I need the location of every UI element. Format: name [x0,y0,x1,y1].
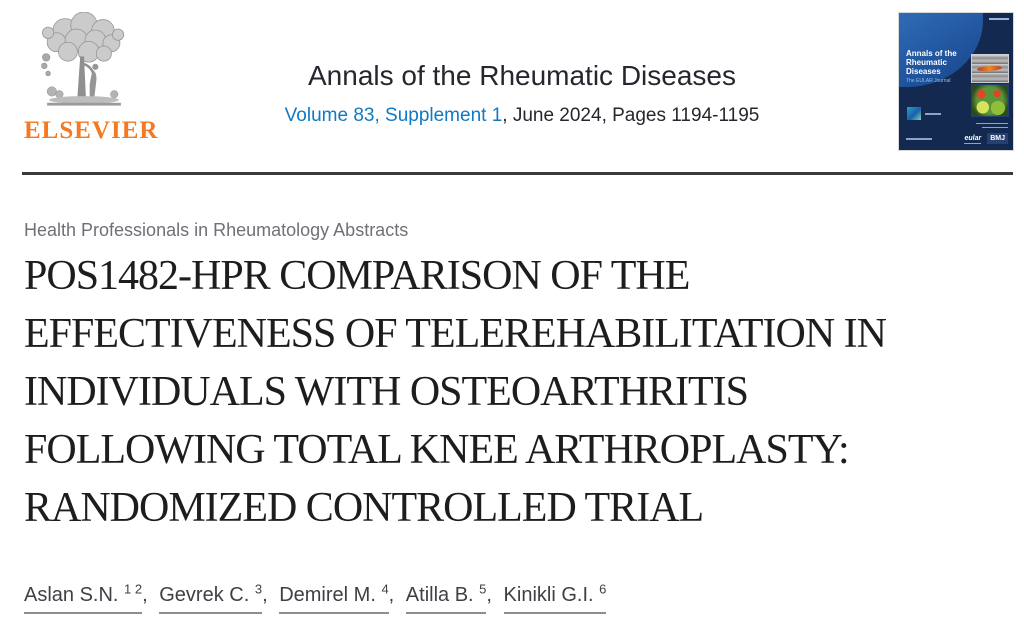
elsevier-tree-icon [41,12,125,106]
author-name: Kinikli G.I. [503,584,594,606]
author-item: Demirel M. 4, [279,582,406,614]
author-name: Aslan S.N. [24,584,119,606]
author-superscript: 3 [254,581,263,597]
cover-footer-text [906,138,932,140]
cover-footer-line1 [976,122,1008,124]
issue-line: Volume 83, Supplement 1, June 2024, Page… [160,105,884,127]
author-separator: , [388,584,400,606]
author-item: Atilla B. 5, [405,582,504,614]
author-link[interactable]: Kinikli G.I. 6 [503,581,607,614]
article-title-line: POS1482-HPR COMPARISON OF THE [24,253,690,299]
article-title-line: RANDOMIZED CONTROLLED TRIAL [24,485,704,531]
cover-microtext [989,18,1009,20]
author-name: Atilla B. [405,584,474,606]
author-item: Kinikli G.I. 6 [503,582,613,614]
cover-inset-caption [925,113,941,115]
article-title: POS1482-HPR COMPARISON OF THE EFFECTIVEN… [24,247,1014,537]
author-link[interactable]: Gevrek C. 3 [159,581,263,614]
bmj-logo: BMJ [987,133,1008,144]
article-title-line: INDIVIDUALS WITH OSTEOARTHRITIS [24,369,749,415]
author-name: Demirel M. [279,584,376,606]
header-divider [22,172,1013,175]
elsevier-logo[interactable]: ELSEVIER [24,12,159,145]
cover-ultrasound-image [971,54,1009,83]
author-link[interactable]: Aslan S.N. 1 2 [24,581,143,614]
issue-date-pages-text: , June 2024, Pages 1194-1195 [502,105,760,126]
author-separator: , [486,584,498,606]
journal-title-link[interactable]: Annals of the Rheumatic Diseases [308,60,736,91]
eular-logo: eular [964,135,982,144]
author-link[interactable]: Demirel M. 4 [279,581,389,614]
article-title-line: FOLLOWING TOTAL KNEE ARTHROPLASTY: [24,427,850,473]
elsevier-wordmark: ELSEVIER [24,117,159,144]
cover-footer-line2 [982,126,1008,128]
section-label: Health Professionals in Rheumatology Abs… [24,220,409,240]
author-item: Gevrek C. 3, [159,582,279,614]
journal-cover-thumbnail[interactable]: Annals of the Rheumatic Diseases The EUL… [899,13,1013,150]
article-title-line: EFFECTIVENESS OF TELEREHABILITATION IN [24,311,887,357]
author-superscript: 5 [479,581,487,597]
cover-subtitle: The EULAR Journal [906,78,951,84]
author-superscript: 6 [599,581,607,597]
author-superscript: 1 2 [124,581,143,597]
author-separator: , [142,584,154,606]
cover-publisher-marks: eular BMJ [964,133,1008,144]
author-separator: , [262,584,274,606]
cover-scintigraphy-image [971,84,1009,117]
cover-inset-image [907,107,921,120]
author-name: Gevrek C. [159,584,250,606]
journal-masthead: Annals of the Rheumatic Diseases Volume … [160,60,884,127]
author-item: Aslan S.N. 1 2, [24,582,159,614]
author-link[interactable]: Atilla B. 5 [405,581,487,614]
cover-journal-title: Annals of the Rheumatic Diseases [906,49,957,76]
author-superscript: 4 [381,581,389,597]
author-list: Aslan S.N. 1 2, Gevrek C. 3, Demirel M. … [24,582,613,614]
volume-issue-link[interactable]: Volume 83, Supplement 1 [284,105,503,126]
